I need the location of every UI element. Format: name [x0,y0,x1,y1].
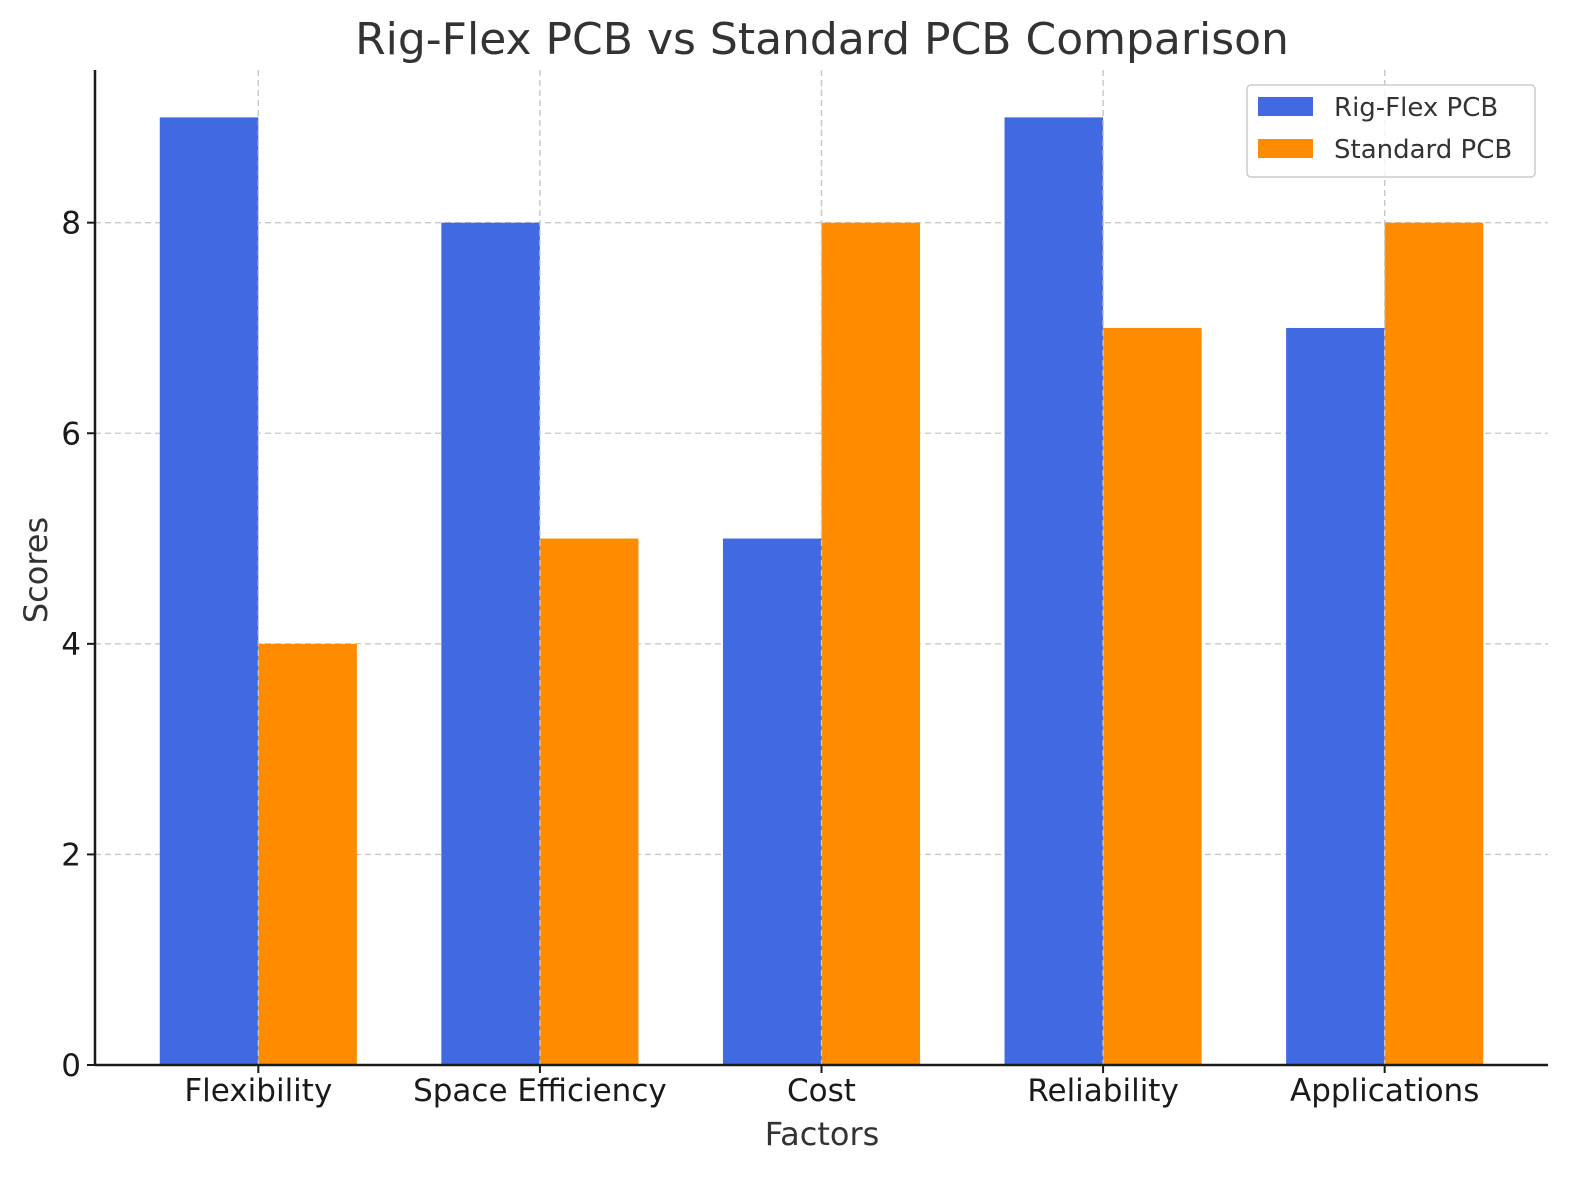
bars-layer [159,70,1484,1066]
bar-standard-3 [1103,327,1202,1065]
legend-label-rig-flex: Rig-Flex PCB [1334,93,1498,123]
legend-swatch-standard [1258,139,1313,158]
bar-rig-flex-1 [441,222,540,1066]
bar-rig-flex-0 [159,117,259,1065]
bar-standard-2 [821,222,921,1066]
bar-standard-1 [539,538,639,1065]
x-tick-label: Flexibility [184,1073,332,1109]
x-tick-label: Applications [1290,1073,1479,1109]
chart-title: Rig-Flex PCB vs Standard PCB Comparison [355,14,1289,65]
x-tick-label: Space Efficiency [413,1073,667,1109]
legend-swatch-rig-flex [1258,97,1313,116]
bar-rig-flex-3 [1004,117,1104,1065]
legend: Rig-Flex PCB Standard PCB [1246,84,1536,178]
y-tick-label: 6 [61,416,81,452]
y-tick-label: 4 [61,627,81,663]
x-tick-label: Cost [787,1073,856,1109]
bar-standard-0 [258,643,357,1065]
bar-rig-flex-2 [722,538,822,1065]
y-axis-label: Scores [17,517,55,623]
legend-label-standard: Standard PCB [1334,135,1512,165]
bar-rig-flex-4 [1286,327,1385,1065]
x-axis-label: Factors [765,1115,880,1153]
y-tick-label: 8 [61,206,81,242]
legend-frame [1246,84,1536,178]
y-tick-label: 0 [61,1048,81,1084]
y-tick-label: 2 [61,837,81,873]
x-tick-label: Reliability [1027,1073,1178,1109]
bar-standard-4 [1384,222,1484,1066]
ticks-layer: 0 2 4 6 8 Flexibility Space Efficiency Cost Reli… [61,206,1479,1109]
